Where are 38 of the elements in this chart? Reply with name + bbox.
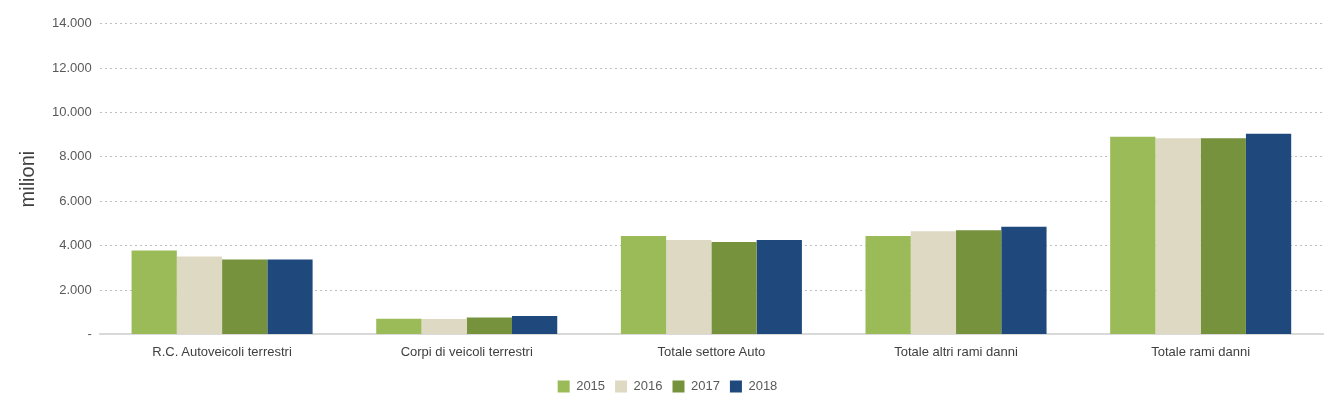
bar [131,250,177,334]
bar [421,319,467,334]
bar [222,259,268,334]
bar [1001,226,1047,334]
y-tick-label: 12.000 [52,59,92,75]
legend-label: 2015 [576,378,606,394]
bar [910,231,957,334]
bar [711,241,757,334]
legend-label: 2017 [691,378,720,394]
bar [956,230,1002,334]
x-tick-label: Corpi di veicoli terrestri [400,343,533,359]
bar [1200,138,1246,334]
bar [1110,136,1156,334]
x-tick-label: R.C. Autoveicoli terrestri [152,343,292,359]
y-tick-label: - [87,325,92,341]
bar [865,236,911,334]
y-tick-label: 8.000 [59,148,92,164]
bar [376,318,422,334]
bar [466,317,512,334]
x-tick-label: Totale settore Auto [657,343,766,359]
bar [1245,133,1292,334]
bar [176,256,223,334]
x-tick-label: Totale rami danni [1151,343,1251,359]
bar [620,236,667,334]
x-tick-label: Totale altri rami danni [894,343,1018,359]
y-tick-label: 6.000 [59,192,92,208]
bar [267,259,313,334]
y-tick-label: 4.000 [59,237,92,253]
y-tick-label: 2.000 [59,281,92,297]
bar [666,240,712,334]
y-axis-title: milioni [15,150,38,208]
y-tick-label: 10.000 [52,104,92,120]
legend-label: 2018 [748,378,778,394]
legend-label: 2016 [633,378,663,394]
bar [1155,138,1201,334]
bar [511,315,558,334]
bar [756,240,802,334]
y-tick-label: 14.000 [52,15,92,31]
